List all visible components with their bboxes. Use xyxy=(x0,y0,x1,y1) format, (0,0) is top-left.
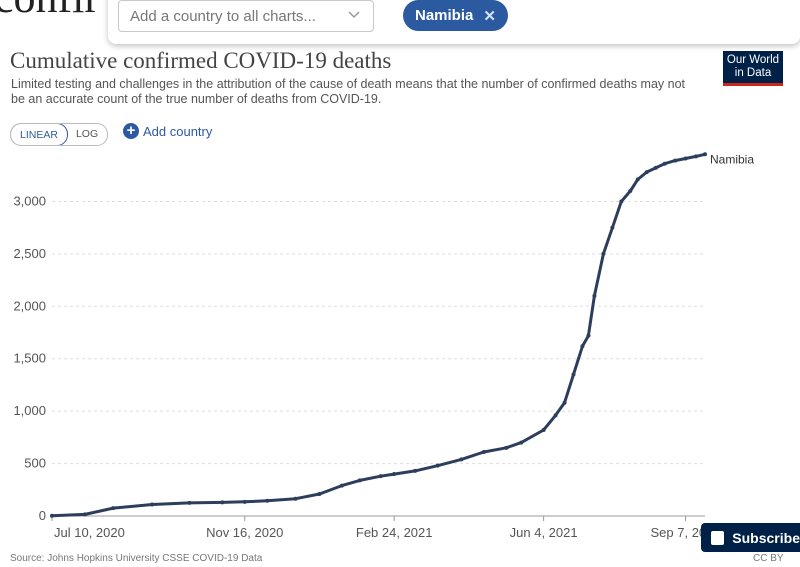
y-tick-label: 500 xyxy=(24,456,46,471)
data-point xyxy=(673,158,678,163)
source-note: Source: Johns Hopkins University CSSE CO… xyxy=(10,553,263,564)
linear-scale-button[interactable]: LINEAR xyxy=(11,124,68,145)
data-point xyxy=(619,199,624,204)
data-point xyxy=(82,512,87,517)
y-tick-label: 2,000 xyxy=(13,298,46,313)
x-tick-label: Jul 10, 2020 xyxy=(54,525,125,540)
country-search-input[interactable]: Add a country to all charts... xyxy=(118,0,374,32)
data-point xyxy=(220,500,225,505)
data-point xyxy=(553,413,558,418)
data-point xyxy=(653,165,658,170)
subscribe-button[interactable]: Subscribe xyxy=(701,523,800,552)
data-point xyxy=(571,372,576,377)
data-point xyxy=(628,188,633,193)
y-tick-label: 0 xyxy=(39,508,46,523)
logo-line-1: Our World xyxy=(726,54,780,66)
data-point xyxy=(187,500,192,505)
data-point xyxy=(111,506,116,511)
scale-toggle: LINEAR LOG xyxy=(10,123,109,146)
data-point xyxy=(265,498,270,503)
selected-country-label: Namibia xyxy=(415,7,474,24)
data-point xyxy=(644,170,649,175)
data-point xyxy=(541,428,546,433)
data-point xyxy=(413,468,418,473)
data-point xyxy=(703,152,707,157)
data-point xyxy=(694,154,699,159)
background-page-heading: confir xyxy=(0,0,99,23)
y-tick-label: 2,500 xyxy=(13,246,46,261)
x-tick-label: Nov 16, 2020 xyxy=(206,525,283,540)
license-label[interactable]: CC BY xyxy=(753,553,784,564)
chevron-down-icon[interactable] xyxy=(347,7,361,21)
data-point xyxy=(662,161,667,166)
chart-title: Cumulative confirmed COVID-19 deaths xyxy=(10,48,392,73)
data-point xyxy=(317,491,322,496)
data-point xyxy=(357,478,362,483)
country-search-placeholder: Add a country to all charts... xyxy=(130,8,316,25)
plus-icon: + xyxy=(123,123,139,139)
log-scale-button[interactable]: LOG xyxy=(75,128,99,140)
data-point xyxy=(601,251,606,256)
data-point xyxy=(392,472,397,477)
selected-country-chip[interactable]: Namibia ✕ xyxy=(403,0,508,31)
y-tick-label: 1,500 xyxy=(13,351,46,366)
data-point xyxy=(293,496,298,501)
add-country-label: Add country xyxy=(143,123,213,139)
data-point xyxy=(242,499,247,504)
x-tick-label: Feb 24, 2021 xyxy=(356,525,433,540)
data-point xyxy=(586,333,591,338)
mail-icon xyxy=(711,530,725,545)
add-country-button[interactable]: + Add country xyxy=(123,123,212,139)
data-point xyxy=(635,177,640,182)
x-tick-label: Jun 4, 2021 xyxy=(510,525,578,540)
data-point xyxy=(562,400,567,405)
data-point xyxy=(683,156,688,161)
series-end-label: Namibia xyxy=(710,152,754,166)
data-point xyxy=(339,483,344,488)
remove-country-icon[interactable]: ✕ xyxy=(483,7,496,25)
data-point xyxy=(580,344,585,349)
data-point xyxy=(50,513,54,518)
data-point xyxy=(519,440,524,445)
chart-subtitle: Limited testing and challenges in the at… xyxy=(11,77,686,106)
logo-line-2: in Data xyxy=(734,67,772,79)
data-point xyxy=(610,225,615,230)
owid-logo[interactable]: Our World in Data xyxy=(723,51,783,86)
series-line-namibia xyxy=(51,152,706,518)
data-point xyxy=(435,463,440,468)
y-tick-label: 1,000 xyxy=(13,403,46,418)
data-point xyxy=(592,293,597,298)
data-point xyxy=(504,445,509,450)
data-point xyxy=(378,474,383,479)
subscribe-label: Subscribe xyxy=(732,529,800,546)
country-picker-panel: Add a country to all charts... Namibia ✕ xyxy=(108,0,800,44)
data-point xyxy=(150,502,155,507)
data-point xyxy=(481,450,486,455)
data-point xyxy=(459,457,464,462)
y-tick-label: 3,000 xyxy=(13,193,46,208)
